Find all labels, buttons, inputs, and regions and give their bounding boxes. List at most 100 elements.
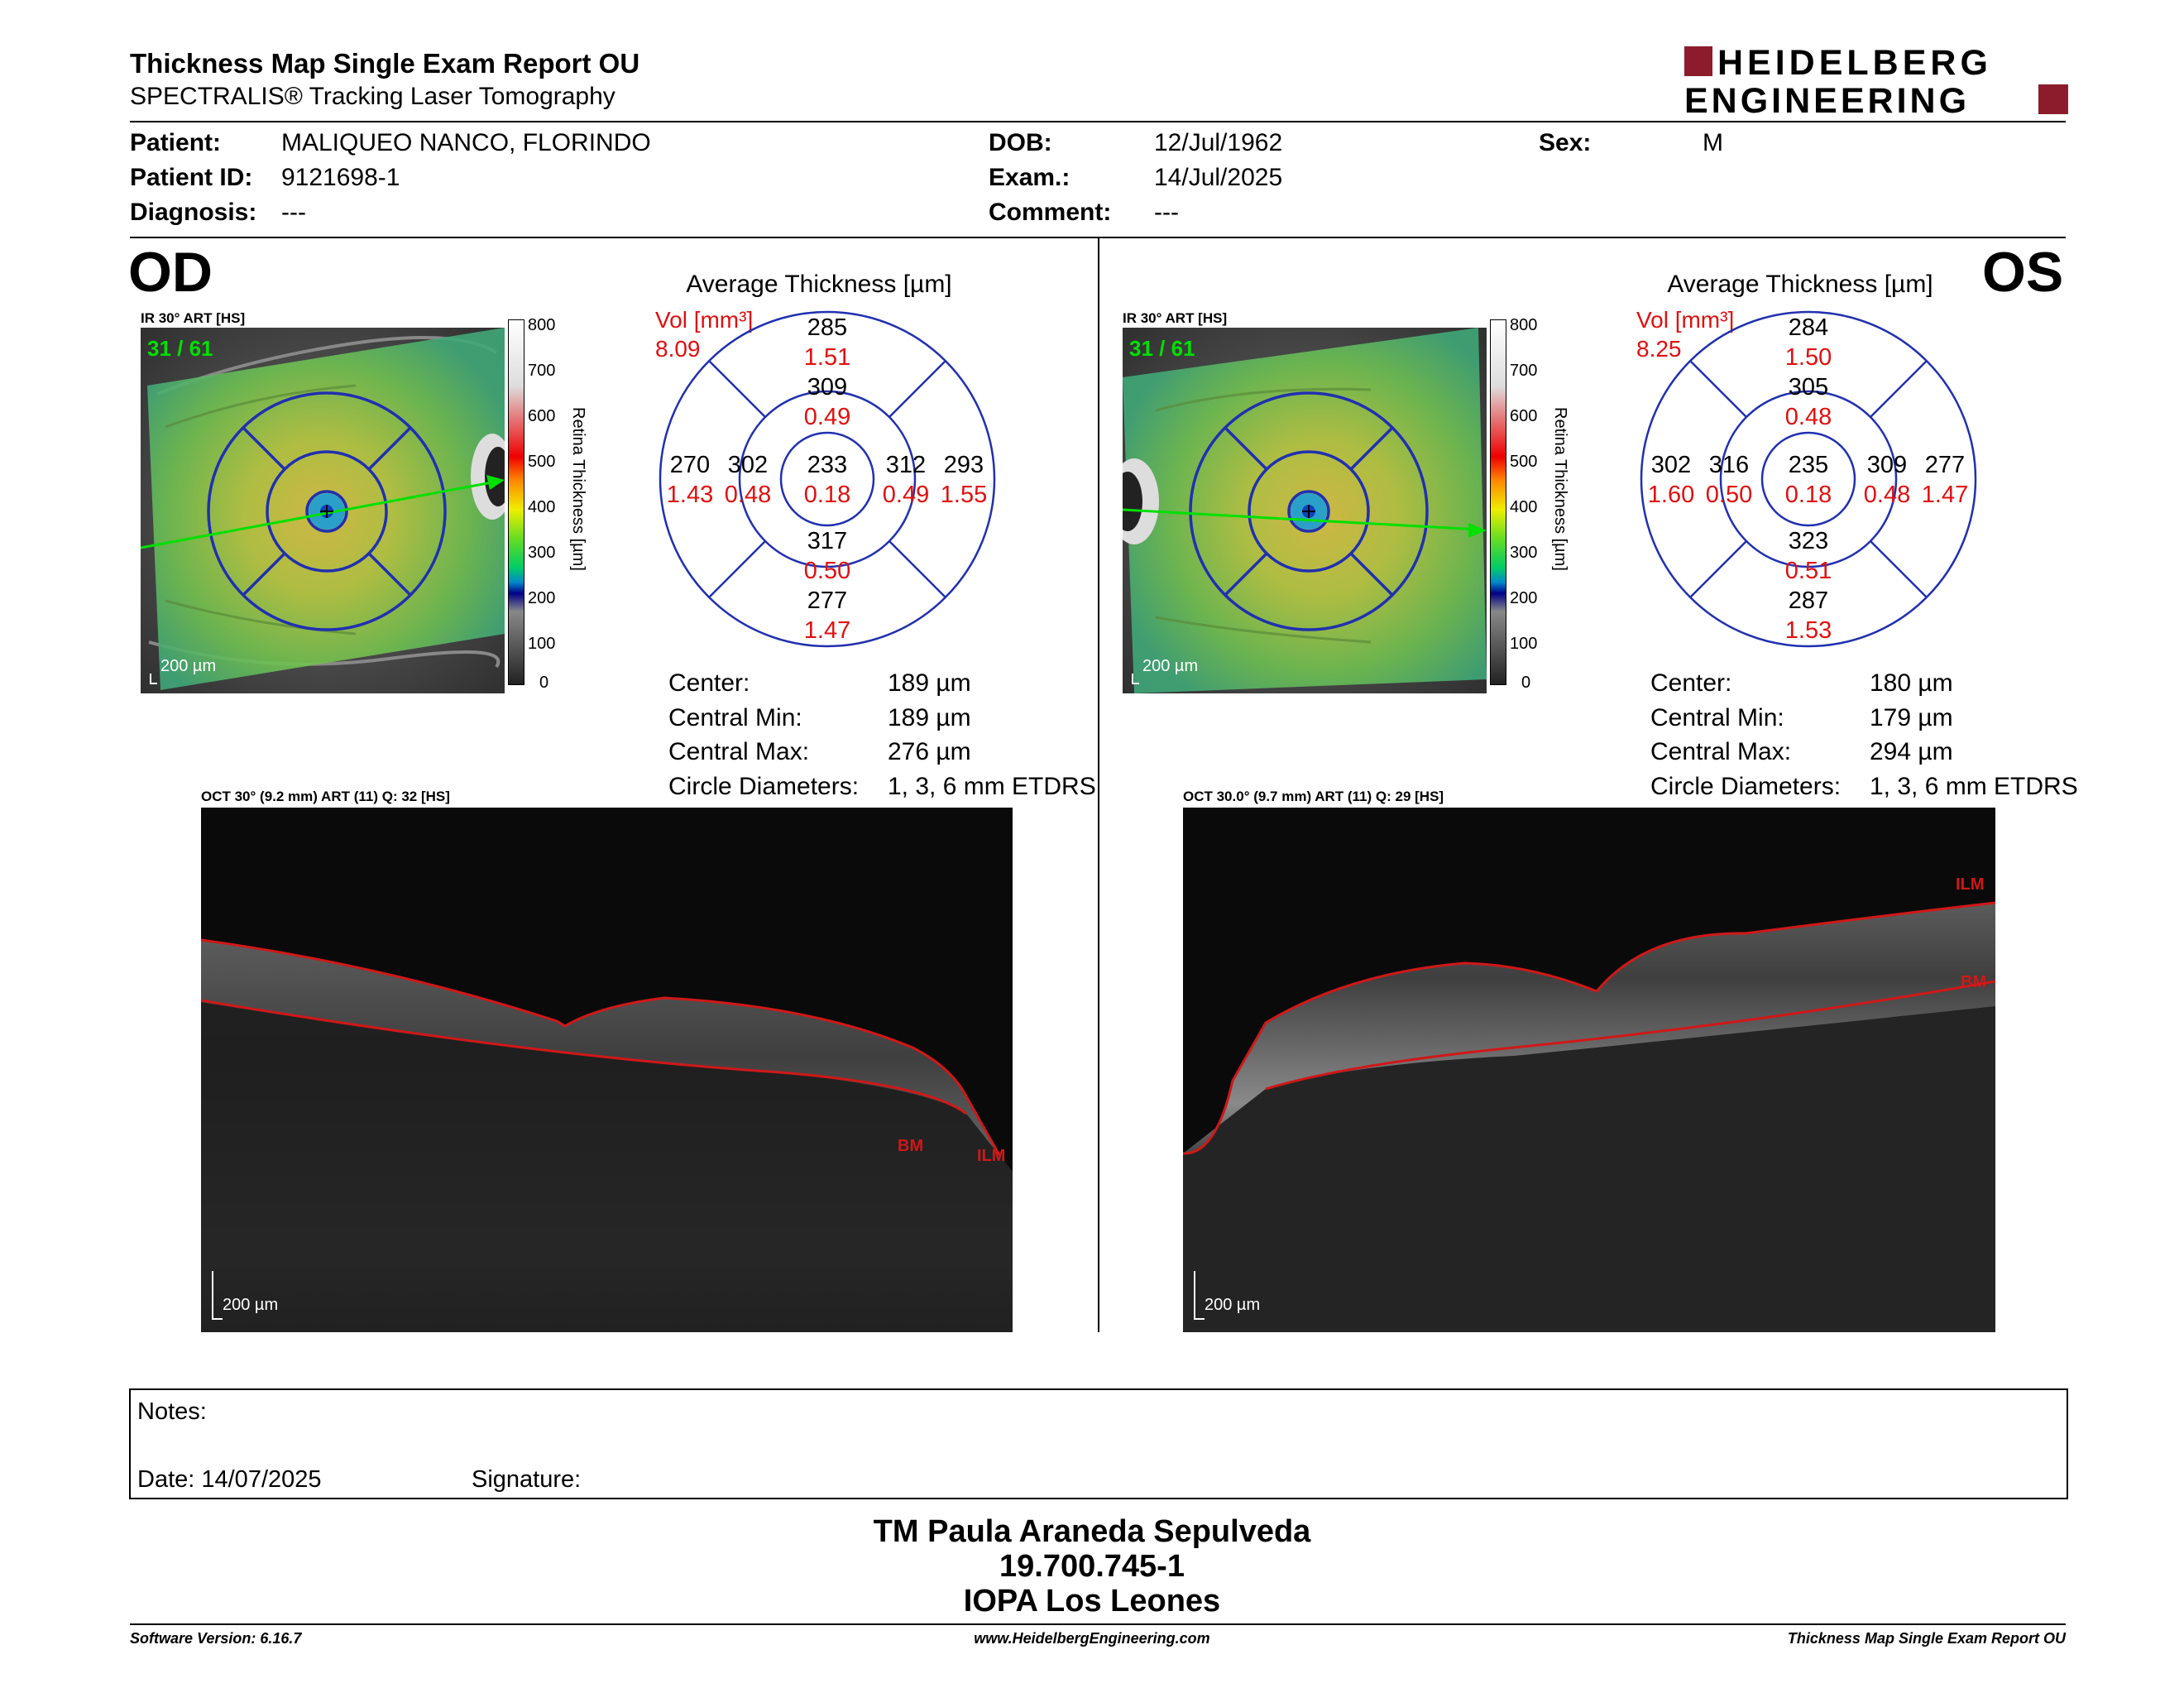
od-fundus-scale: 200 µm (160, 657, 217, 675)
os-outer-top-vol: 1.50 (1784, 344, 1832, 371)
os-center-thk: 235 (1788, 452, 1829, 478)
eye-label-os: OS (1982, 241, 2064, 304)
report-subtitle: SPECTRALIS® Tracking Laser Tomography (130, 83, 615, 110)
od-colorbar-label: Retina Thickness [µm] (569, 407, 587, 571)
od-fundus-image: 31 / 61 200 µm (141, 328, 505, 693)
od-colorbar: 800 700 600 500 400 300 200 100 0 Retina… (508, 316, 615, 697)
od-stat-diam-label: Circle Diameters: (668, 773, 860, 800)
os-ir-label: IR 30° ART [HS] (1123, 310, 1228, 326)
od-stat-max-value: 276 µm (888, 738, 971, 765)
exam-label: Exam.: (989, 164, 1070, 191)
od-outer-right-vol: 1.55 (940, 482, 988, 508)
os-etdrs-grid: 284 1.50 305 0.48 302 1.60 316 0.50 235 … (1639, 309, 1978, 649)
od-inner-bottom-vol: 0.50 (803, 558, 851, 584)
od-outer-bottom-vol: 1.47 (803, 617, 851, 644)
footer-website[interactable]: www.HeidelbergEngineering.com (974, 1630, 1210, 1647)
os-center-vol: 0.18 (1784, 482, 1832, 508)
od-bm-label: BM (898, 1137, 924, 1155)
od-inner-right-thk: 312 (885, 452, 927, 478)
od-center-vol: 0.18 (803, 482, 851, 508)
notes-label: Notes: (137, 1398, 207, 1425)
sex-value: M (1703, 129, 1723, 156)
od-inner-top-vol: 0.49 (803, 404, 851, 430)
os-outer-left-thk: 302 (1650, 452, 1692, 478)
od-inner-left-vol: 0.48 (724, 482, 772, 508)
os-stat-center-label: Center: (1650, 669, 1732, 697)
heidelberg-logo: HEIDELBERG ENGINEERING (1684, 43, 2068, 121)
os-stat-center-value: 180 µm (1870, 669, 1953, 697)
notes-date: Date: 14/07/2025 (137, 1466, 322, 1493)
od-avg-title: Average Thickness [µm] (686, 271, 952, 298)
brand-line2: ENGINEERING (1684, 81, 1970, 117)
os-stat-diam-value: 1, 3, 6 mm ETDRS (1870, 773, 2078, 800)
od-ilm-label: ILM (977, 1147, 1006, 1165)
od-ir-label: IR 30° ART [HS] (141, 310, 246, 326)
od-vol-total: 8.09 (655, 336, 701, 362)
os-stat-diam-label: Circle Diameters: (1650, 773, 1842, 800)
os-inner-left-vol: 0.50 (1705, 482, 1753, 508)
od-inner-right-vol: 0.49 (882, 482, 930, 508)
os-fundus-scale: 200 µm (1142, 657, 1199, 675)
od-etdrs-grid: 285 1.51 309 0.49 270 1.43 302 0.48 233 … (658, 309, 997, 649)
os-outer-right-thk: 277 (1924, 452, 1966, 478)
os-outer-left-vol: 1.60 (1647, 482, 1695, 508)
comment-value: --- (1154, 199, 1179, 226)
od-vol-label: Vol [mm³] (655, 307, 754, 333)
os-inner-top-vol: 0.48 (1784, 404, 1832, 430)
od-outer-left-thk: 270 (669, 452, 711, 478)
os-frame-counter: 31 / 61 (1129, 336, 1195, 361)
od-stat-min-label: Central Min: (668, 704, 802, 731)
os-inner-top-thk: 305 (1788, 374, 1829, 400)
od-inner-left-thk: 302 (727, 452, 769, 478)
os-ilm-label: ILM (1956, 875, 1985, 894)
os-inner-right-vol: 0.48 (1863, 482, 1911, 508)
dob-value: 12/Jul/1962 (1154, 129, 1283, 156)
os-oct-scan: ILM BM 200 µm (1183, 808, 1995, 1332)
eye-divider (1098, 238, 1099, 1332)
od-oct-scale: 200 µm (223, 1296, 279, 1314)
footer-software-version: Software Version: 6.16.7 (130, 1630, 302, 1647)
os-outer-right-vol: 1.47 (1921, 482, 1969, 508)
os-stat-min-value: 179 µm (1870, 704, 1953, 731)
os-avg-title: Average Thickness [µm] (1667, 271, 1933, 298)
od-outer-top-thk: 285 (807, 314, 848, 341)
sex-label: Sex: (1539, 129, 1592, 156)
os-inner-left-thk: 316 (1708, 452, 1750, 478)
od-inner-bottom-thk: 317 (807, 528, 848, 554)
os-oct-scale: 200 µm (1205, 1296, 1261, 1314)
od-oct-scan: BM ILM 200 µm (201, 808, 1013, 1332)
os-inner-bottom-thk: 323 (1788, 528, 1829, 554)
brand-line1: HEIDELBERG (1717, 45, 1992, 83)
os-outer-bottom-thk: 287 (1788, 587, 1829, 614)
diagnosis-value: --- (281, 199, 306, 226)
signer-name: TM Paula Araneda Sepulveda (873, 1514, 1311, 1549)
signer-id: 19.700.745-1 (999, 1549, 1185, 1584)
exam-value: 14/Jul/2025 (1154, 164, 1283, 191)
patient-label: Patient: (130, 129, 222, 156)
os-outer-bottom-vol: 1.53 (1784, 617, 1832, 644)
report-title: Thickness Map Single Exam Report OU (130, 48, 640, 79)
od-center-thk: 233 (807, 452, 848, 478)
signer-institution: IOPA Los Leones (963, 1584, 1221, 1618)
patient-id-label: Patient ID: (130, 164, 253, 191)
os-colorbar: 800 700 600 500 400 300 200 100 0 Retina… (1490, 316, 1597, 697)
os-vol-total: 8.25 (1636, 336, 1682, 362)
dob-label: DOB: (989, 129, 1052, 156)
od-frame-counter: 31 / 61 (147, 336, 213, 361)
os-inner-bottom-vol: 0.51 (1784, 558, 1832, 584)
od-outer-bottom-thk: 277 (807, 587, 848, 614)
od-stat-min-value: 189 µm (888, 704, 971, 731)
od-inner-top-thk: 309 (807, 374, 848, 400)
diagnosis-label: Diagnosis: (130, 199, 257, 226)
os-stat-min-label: Central Min: (1650, 704, 1784, 731)
patient-id: 9121698-1 (281, 164, 400, 191)
od-oct-label: OCT 30° (9.2 mm) ART (11) Q: 32 [HS] (201, 789, 450, 804)
os-vol-label: Vol [mm³] (1636, 307, 1735, 333)
notes-signature-label: Signature: (472, 1466, 582, 1493)
od-stat-center-label: Center: (668, 669, 750, 697)
os-stat-max-label: Central Max: (1650, 738, 1792, 765)
notes-box: Notes: Date: 14/07/2025 Signature: (129, 1388, 2068, 1499)
od-outer-left-vol: 1.43 (666, 482, 714, 508)
os-stat-max-value: 294 µm (1870, 738, 1953, 765)
eye-label-od: OD (128, 241, 213, 304)
